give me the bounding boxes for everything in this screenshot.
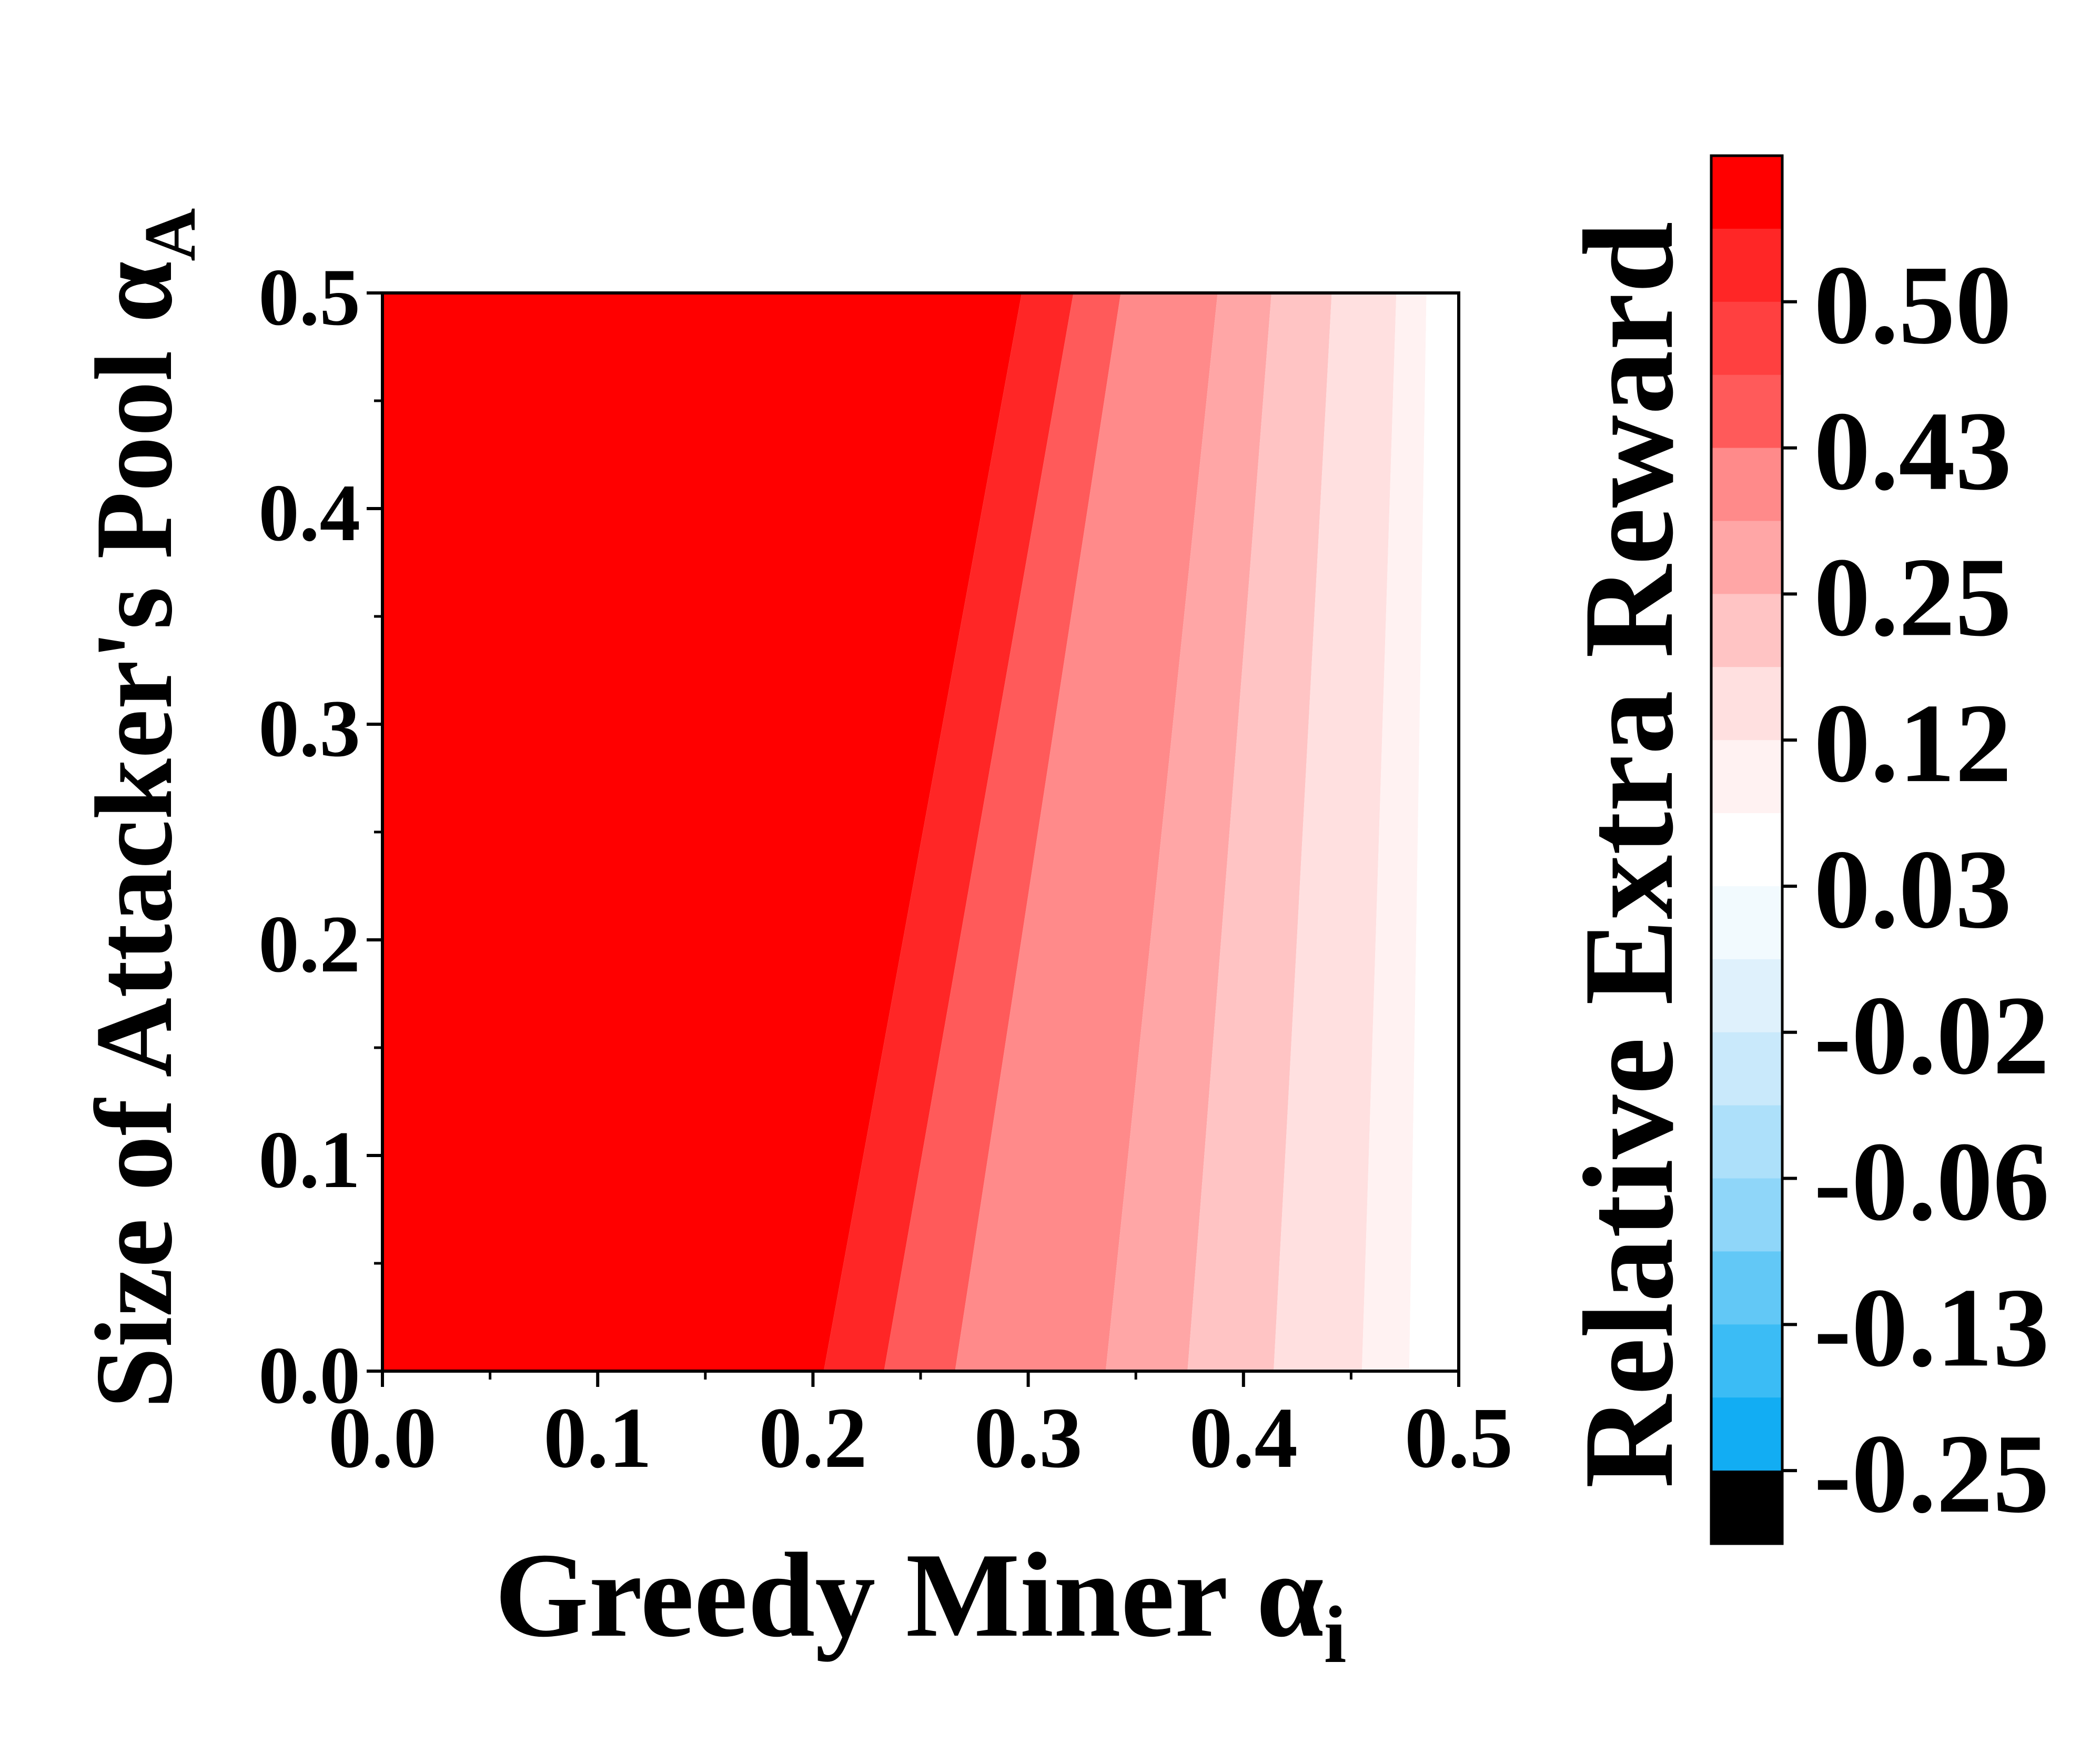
contour-region-6 [1187, 293, 1332, 1371]
colorbar-band [1711, 521, 1782, 594]
x-tick-label: 0.2 [759, 1390, 867, 1486]
colorbar-tick-label: -0.06 [1814, 1119, 2049, 1244]
colorbar-band [1711, 448, 1782, 522]
contour-region-7 [1274, 293, 1397, 1371]
y-tick-label: 0.1 [258, 1114, 360, 1205]
colorbar-band [1711, 1324, 1782, 1398]
contour-region-2 [823, 293, 1074, 1371]
colorbar-tick-label: -0.13 [1814, 1264, 2049, 1390]
colorbar-band [1711, 959, 1782, 1033]
x-axis-label-main: Greedy Miner α [494, 1528, 1324, 1662]
x-tick-label: 0.3 [974, 1390, 1082, 1486]
colorbar-band [1711, 740, 1782, 814]
colorbar-band [1711, 228, 1782, 302]
colorbar-band [1711, 156, 1782, 229]
plot-frame [381, 291, 1460, 1373]
x-tick-label: 0.0 [328, 1390, 437, 1486]
contour-region-8 [1361, 293, 1427, 1371]
colorbar-band [1711, 813, 1782, 887]
colorbar-tick-label: -0.25 [1814, 1411, 2049, 1536]
contour-region-4 [955, 293, 1218, 1371]
y-axis-label-subscript: A [129, 208, 211, 261]
colorbar-band [1711, 667, 1782, 741]
contour-region-3 [884, 293, 1121, 1371]
y-tick-label: 0.2 [258, 899, 360, 989]
x-tick-label: 0.4 [1189, 1390, 1298, 1486]
x-axis-label-subscript: i [1324, 1589, 1347, 1680]
colorbar-tick-label: -0.02 [1814, 972, 2049, 1098]
colorbar-band [1711, 1251, 1782, 1325]
colorbar-tick-label: 0.12 [1814, 680, 2012, 806]
colorbar-band [1711, 1471, 1782, 1544]
y-axis-label-main: Size of Attacker's Pool α [73, 261, 195, 1409]
x-tick-label: 0.1 [543, 1390, 652, 1486]
colorbar-band [1711, 1397, 1782, 1471]
colorbar-tick-label: 0.43 [1814, 388, 2012, 514]
colorbar-band [1711, 594, 1782, 667]
contour-region-5 [1105, 293, 1271, 1371]
contour-region-1 [382, 293, 1022, 1371]
colorbar-tick-label: 0.25 [1814, 534, 2012, 660]
colorbar-band [1711, 1032, 1782, 1106]
colorbar-tick-label: 0.03 [1814, 826, 2012, 952]
y-tick-label: 0.4 [258, 468, 360, 558]
colorbar-band [1711, 374, 1782, 449]
x-tick-label: 0.5 [1405, 1390, 1513, 1486]
colorbar-tick-label: 0.50 [1814, 242, 2012, 368]
colorbar-label: Relative Extra Reward [1557, 221, 1700, 1488]
contour-regions [382, 293, 1459, 1371]
colorbar-frame [1710, 154, 1784, 1545]
colorbar-band [1711, 886, 1782, 960]
tick-labels: 0.0 0.1 0.2 0.3 0.4 0.5 0.0 0.1 0.2 0.3 0.4 0.5 [258, 252, 1513, 1486]
contour-region-9 [1409, 293, 1459, 1371]
y-tick-label: 0.3 [258, 683, 360, 774]
y-tick-label: 0.5 [258, 252, 360, 342]
y-tick-label: 0.0 [258, 1330, 360, 1421]
colorbar: 0.50 0.43 0.25 0.12 0.03 -0.02 -0.06 -0.13 -0.25 [1710, 154, 2049, 1545]
y-axis-label: Size of Attacker's Pool αA [73, 208, 211, 1409]
colorbar-band [1711, 1178, 1782, 1252]
x-axis-label: Greedy Miner αi [494, 1528, 1346, 1680]
colorbar-band [1711, 1105, 1782, 1179]
colorbar-band [1711, 301, 1782, 376]
